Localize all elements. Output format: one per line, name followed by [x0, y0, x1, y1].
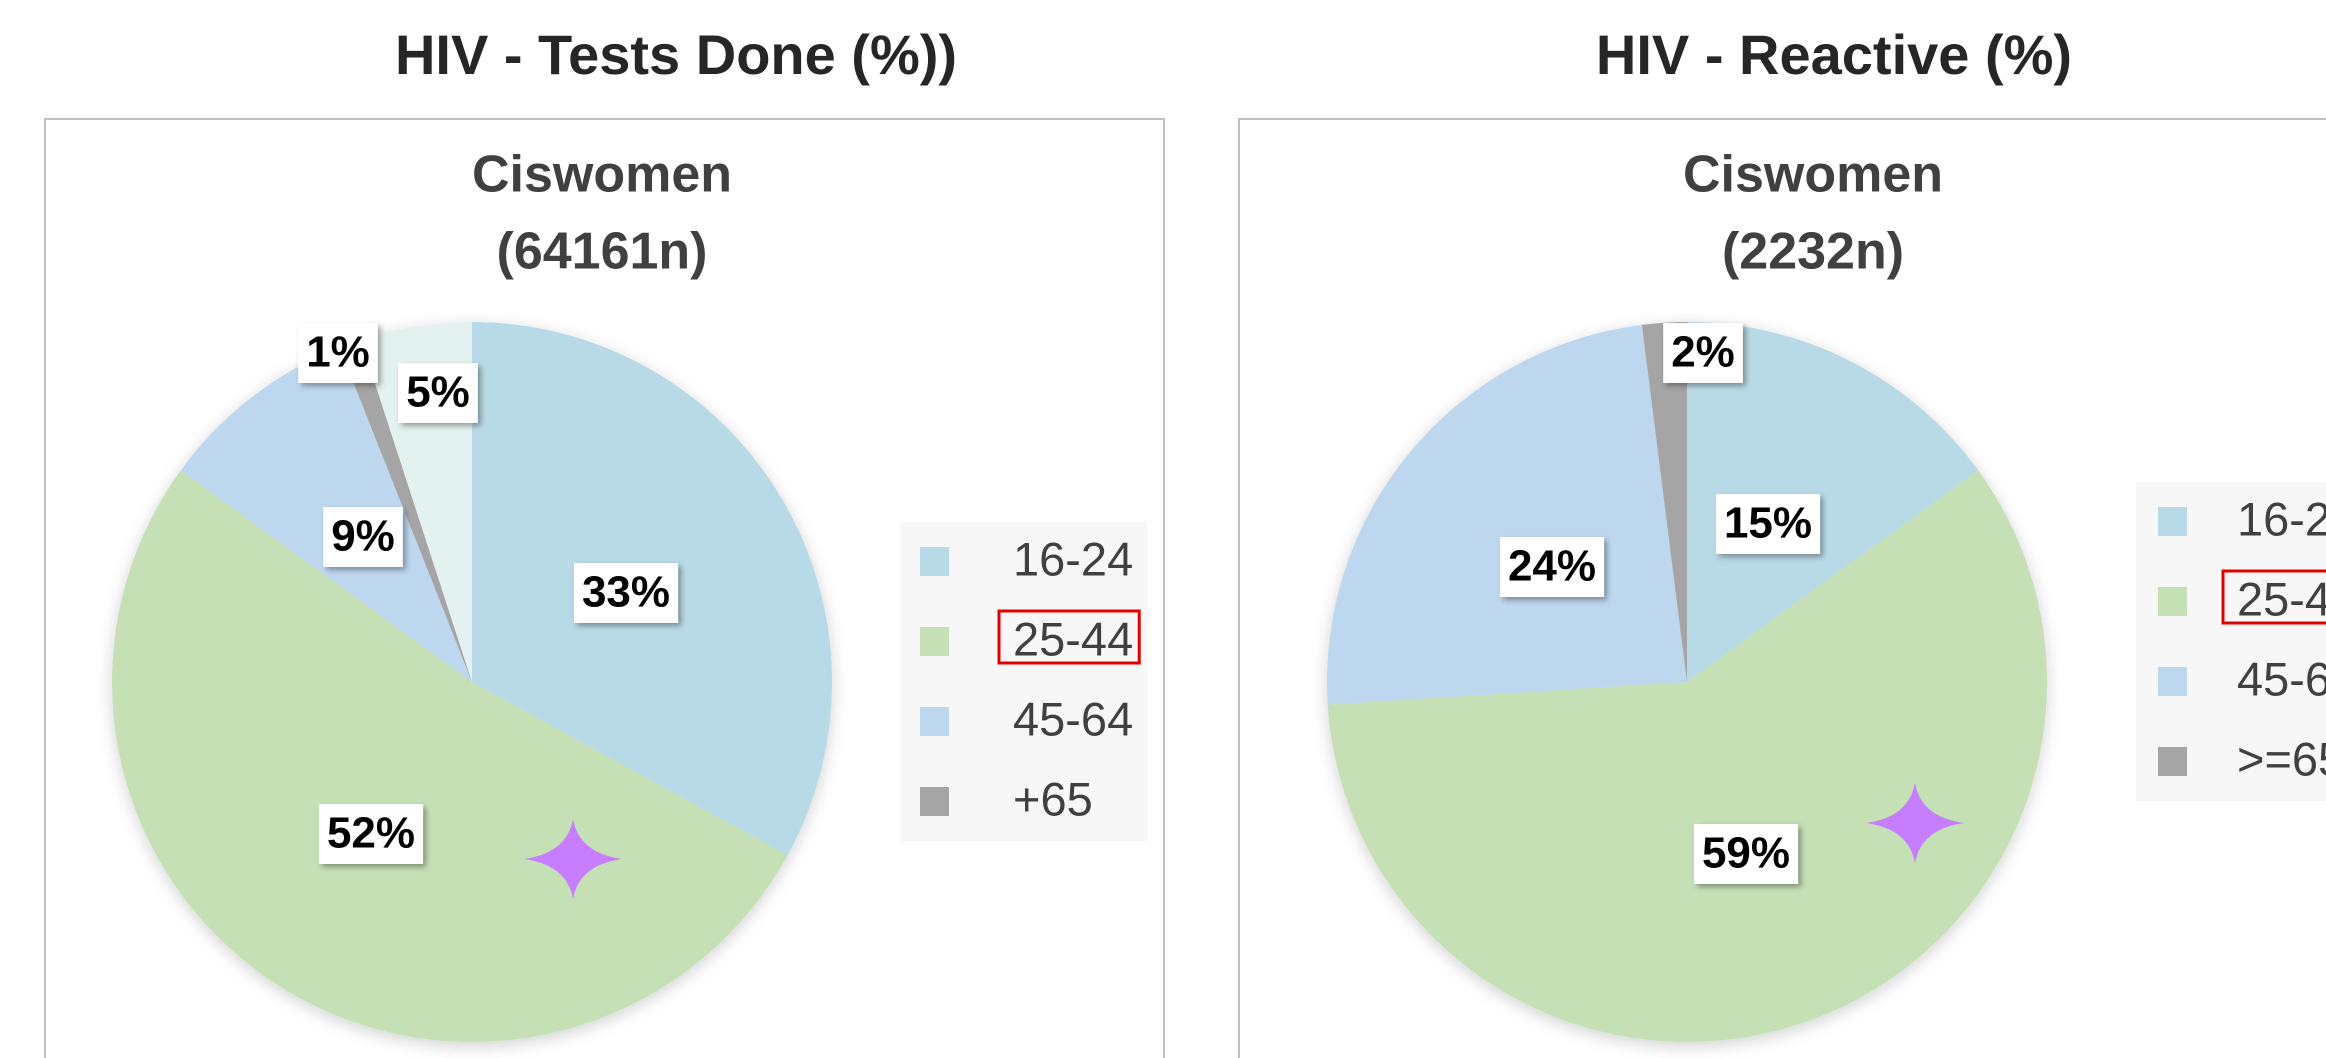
pie-slice: [1641, 322, 1687, 682]
data-label: 1%: [306, 328, 370, 377]
legend-label: 45-64: [2237, 652, 2326, 705]
sparkle-icon: [1866, 783, 1964, 863]
data-label: 2%: [1671, 328, 1735, 377]
data-label: 5%: [406, 368, 470, 417]
data-label: 15%: [1724, 499, 1812, 548]
legend-swatch: [920, 547, 949, 576]
sparkle-icon: [524, 819, 622, 899]
highlight-box: [997, 609, 1141, 665]
legend-label: 25-44: [2237, 572, 2326, 625]
legend-label: 25-44: [1013, 612, 1133, 665]
data-label: 52%: [327, 809, 415, 858]
chart-subtitle: Ciswomen: [1683, 146, 1943, 204]
pie-slice: [1327, 470, 2047, 1042]
pie: [112, 322, 833, 1042]
data-label: 33%: [582, 568, 670, 617]
pie-slice: [1687, 322, 1979, 682]
legend-swatch: [2158, 747, 2187, 776]
data-label-box: [1499, 537, 1605, 597]
legend-swatch: [920, 707, 949, 736]
data-label: 59%: [1702, 829, 1790, 878]
data-label-box: [398, 363, 478, 423]
chart-subtitle: (64161n): [497, 223, 708, 281]
data-label: 9%: [331, 512, 395, 561]
chart-subtitle: (2232n): [1722, 223, 1904, 281]
legend-swatch: [2158, 507, 2187, 536]
legend-label: 16-24: [2237, 492, 2326, 545]
data-label-box: [1693, 824, 1799, 884]
legend-swatch: [2158, 667, 2187, 696]
data-label-box: [1663, 323, 1743, 383]
chart-title: HIV - Reactive (%): [1596, 23, 2072, 86]
legend-swatch: [920, 787, 949, 816]
data-label-box: [298, 323, 378, 383]
legend-label: +65: [1013, 772, 1093, 825]
legend-label: >=65: [2237, 732, 2326, 785]
pie-slice: [339, 339, 472, 682]
data-label-box: [1715, 494, 1821, 554]
legend-swatch: [920, 627, 949, 656]
legend-swatch: [2158, 587, 2187, 616]
data-label-box: [323, 507, 403, 567]
legend-label: 45-64: [1013, 692, 1133, 745]
chart-subtitle: Ciswomen: [472, 146, 732, 204]
chart-title: HIV - Tests Done (%)): [395, 23, 957, 86]
highlight-box: [2221, 569, 2326, 625]
pie: [1326, 322, 2047, 1042]
data-label: 24%: [1508, 542, 1596, 591]
data-label-box: [318, 804, 424, 864]
pie-slice: [1326, 324, 1687, 705]
legend-label: 16-24: [1013, 532, 1133, 585]
pie-slice: [112, 470, 788, 1042]
data-label-box: [573, 563, 679, 623]
